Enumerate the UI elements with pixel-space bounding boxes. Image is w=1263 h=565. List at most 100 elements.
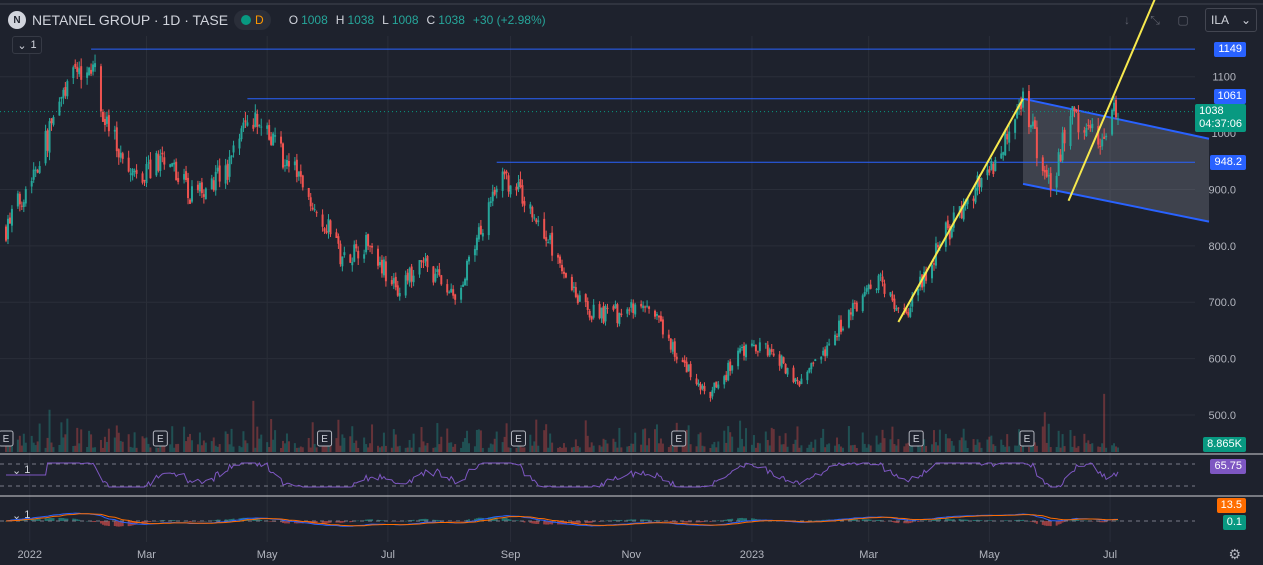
volume-bar: [173, 447, 176, 452]
candle-body: [849, 312, 852, 315]
volume-bar: [521, 447, 524, 452]
pane-collapse-button[interactable]: ⌄ 1: [12, 36, 42, 54]
volume-bar: [869, 445, 872, 452]
volume-bar: [794, 439, 797, 452]
volume-bar: [1091, 443, 1094, 452]
volume-bar: [946, 438, 949, 452]
candle-body: [515, 186, 518, 191]
candle-body: [990, 161, 993, 170]
candle-body: [50, 118, 53, 124]
market-status-pill[interactable]: D: [234, 10, 271, 30]
volume-bar: [626, 446, 629, 452]
macd-hist-bar: [681, 521, 684, 523]
rsi-line: [6, 462, 1119, 488]
volume-bar: [561, 447, 563, 452]
candle-body: [270, 136, 273, 145]
volume-bar: [270, 419, 273, 452]
volume-bar: [214, 445, 217, 452]
volume-bar: [394, 434, 397, 452]
candle-body: [337, 236, 340, 244]
candle-body: [1027, 90, 1030, 128]
macd-hist-bar: [117, 521, 120, 527]
chevron-down-icon: ⌄: [1240, 13, 1251, 27]
candle-body: [293, 161, 296, 166]
candle-body: [468, 256, 471, 262]
rsi-pane-toggle[interactable]: ⌄ 1: [12, 463, 38, 477]
macd-hist-bar: [592, 521, 595, 523]
settings-icon[interactable]: ⚙: [1228, 546, 1241, 562]
candle-body: [198, 182, 201, 192]
macd-hist-bar: [814, 520, 817, 521]
x-tick-label: 2023: [740, 549, 764, 561]
volume-bar: [323, 446, 326, 452]
volume-bar: [200, 445, 203, 452]
volume-bar: [766, 440, 769, 452]
macd-hist-bar: [283, 521, 286, 524]
candle-body: [657, 315, 660, 318]
candle-body: [614, 304, 617, 309]
candle-body: [113, 129, 116, 132]
candle-body: [661, 319, 664, 335]
arrow-down-icon[interactable]: ↓: [1124, 13, 1130, 27]
candle-body: [327, 219, 330, 233]
candle-body: [743, 345, 746, 356]
macd-hist-bar: [48, 518, 51, 521]
x-tick-label: Jul: [1103, 549, 1117, 561]
volume-bar: [839, 446, 842, 452]
candle-body: [828, 343, 831, 345]
volume-bar: [80, 429, 83, 452]
symbol-title[interactable]: NETANEL GROUP · 1D · TASE: [32, 12, 229, 28]
candle-body: [557, 254, 560, 258]
volume-bar: [574, 439, 577, 452]
volume-bar: [479, 430, 482, 452]
currency-select[interactable]: ILA ⌄: [1205, 8, 1257, 32]
macd-pane-toggle[interactable]: ⌄ 1: [12, 508, 38, 522]
macd-hist-bar: [863, 519, 866, 521]
y-tick-label: 500.0: [1208, 410, 1236, 422]
macd-hist-bar: [932, 519, 935, 521]
volume-bar: [990, 435, 993, 452]
candle-body: [667, 334, 670, 339]
candle-body: [1047, 175, 1050, 177]
candle-body: [669, 338, 672, 350]
candle-body: [729, 361, 732, 371]
candle-body: [412, 275, 415, 283]
candle-body: [1087, 124, 1090, 127]
macd-hist-bar: [697, 521, 700, 523]
macd-hist-bar: [260, 519, 263, 521]
volume-bar: [337, 419, 340, 452]
candle-body: [295, 159, 298, 177]
volume-bar: [800, 445, 803, 452]
candle-body: [931, 265, 934, 279]
candle-body: [578, 295, 581, 302]
candle-body: [780, 355, 783, 368]
macd-hist-bar: [1083, 520, 1086, 521]
candle-body: [932, 263, 935, 265]
candle-body: [62, 89, 65, 98]
candle-body: [80, 66, 83, 80]
volume-bar: [18, 435, 21, 452]
volume-bar: [468, 443, 471, 452]
candle-body: [349, 254, 352, 263]
candle-body: [34, 169, 37, 171]
candle-body: [115, 127, 118, 152]
collapse-icon[interactable]: ⤡: [1150, 13, 1160, 27]
macd-hist-bar: [204, 520, 207, 522]
volume-bar: [155, 447, 158, 452]
volume-bar: [978, 442, 981, 452]
volume-bar: [737, 447, 740, 452]
volume-bar: [438, 444, 441, 452]
macd-hist-bar: [669, 521, 672, 523]
candle-body: [38, 166, 41, 173]
macd-hist-bar: [121, 521, 124, 527]
pane-count: 1: [30, 39, 37, 51]
candle-body: [600, 307, 603, 319]
volume-bar: [32, 442, 35, 452]
candle-body: [394, 276, 397, 288]
volume-bar: [141, 436, 144, 452]
maximize-icon[interactable]: ▢: [1177, 13, 1189, 27]
volume-label: 8.865K: [1203, 437, 1246, 452]
volume-bar: [562, 443, 565, 452]
trend-lines: [897, 0, 1156, 323]
